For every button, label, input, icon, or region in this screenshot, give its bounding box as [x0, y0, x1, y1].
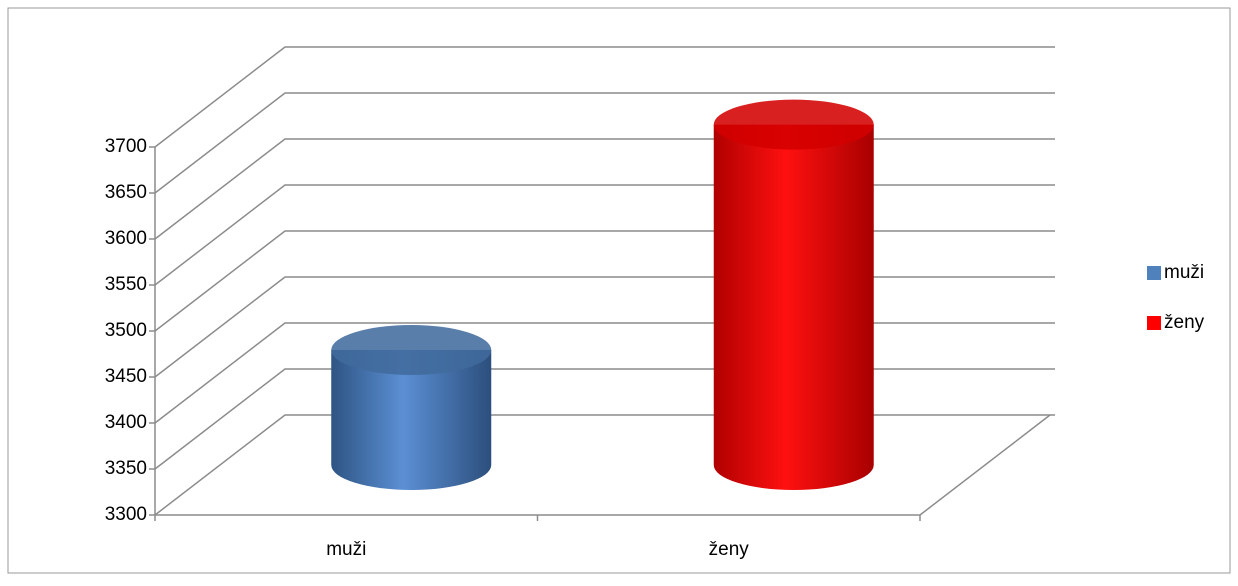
legend-label: ženy	[1164, 312, 1205, 333]
chart-border	[7, 7, 1231, 574]
legend-swatch	[1147, 316, 1161, 330]
grid-line	[154, 92, 1055, 194]
y-tick-label: 3600	[105, 228, 147, 249]
x-tick-label: ženy	[709, 539, 750, 560]
bar	[331, 325, 492, 490]
y-tick-label: 3550	[105, 274, 147, 295]
y-tick-label: 3700	[105, 136, 147, 157]
y-tick-label: 3650	[105, 182, 147, 203]
y-tick-label: 3300	[105, 504, 147, 525]
grid-line	[154, 46, 1055, 148]
y-tick-label: 3500	[105, 320, 147, 341]
y-tick-label: 3400	[105, 412, 147, 433]
legend-swatch	[1147, 266, 1161, 280]
x-tick-label: muži	[326, 539, 366, 560]
bar	[713, 99, 874, 490]
y-tick-label: 3450	[105, 366, 147, 387]
y-tick-label: 3350	[105, 458, 147, 479]
legend-label: muži	[1164, 262, 1204, 283]
